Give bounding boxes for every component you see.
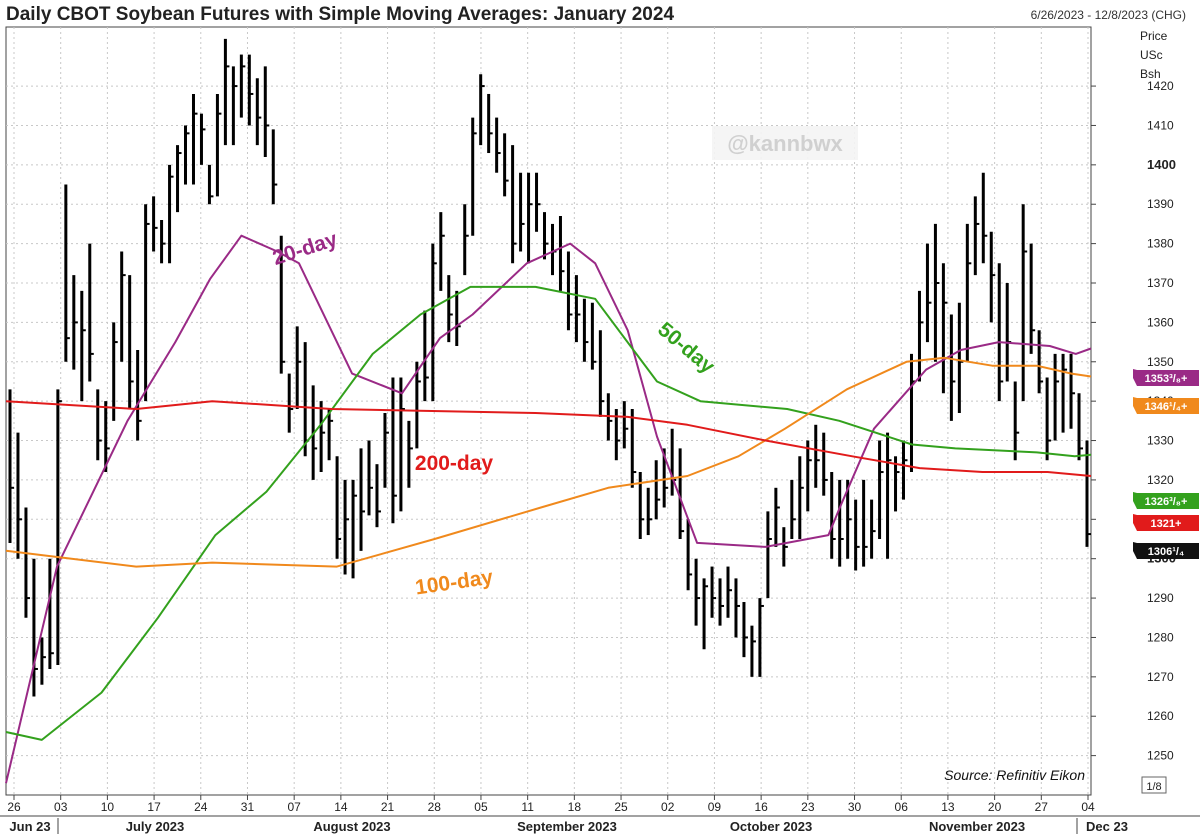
x-tick-label: 18 bbox=[568, 800, 582, 814]
annotation-200-day: 200-day bbox=[415, 452, 494, 475]
y-axis-title-line: Price bbox=[1140, 29, 1168, 43]
x-tick-label: 13 bbox=[941, 800, 955, 814]
x-tick-label: 21 bbox=[381, 800, 395, 814]
x-tick-label: 28 bbox=[428, 800, 442, 814]
x-month-label: November 2023 bbox=[929, 819, 1025, 834]
last-value-label: 1306¹/₄ bbox=[1148, 546, 1184, 558]
watermark-box bbox=[712, 126, 858, 160]
x-tick-label: 25 bbox=[614, 800, 628, 814]
last-value-label: 1326³/₈+ bbox=[1145, 496, 1188, 508]
x-month-label: Jun 23 bbox=[9, 819, 50, 834]
last-value-tag bbox=[1133, 397, 1199, 414]
x-month-label: October 2023 bbox=[730, 819, 812, 834]
scale-label: 1/8 bbox=[1146, 781, 1161, 793]
last-value-tag bbox=[1133, 369, 1199, 386]
y-tick-label: 1380 bbox=[1147, 237, 1174, 251]
last-value-tag bbox=[1133, 492, 1199, 509]
x-tick-label: 03 bbox=[54, 800, 68, 814]
x-tick-label: 26 bbox=[7, 800, 21, 814]
x-tick-label: 02 bbox=[661, 800, 675, 814]
ma-line-200-day bbox=[5, 400, 1092, 477]
x-tick-label: 07 bbox=[287, 800, 301, 814]
last-value-tag bbox=[1133, 514, 1199, 531]
x-tick-label: 11 bbox=[521, 800, 534, 814]
chart-title: Daily CBOT Soybean Futures with Simple M… bbox=[6, 4, 675, 25]
source-note: Source: Refinitiv Eikon bbox=[944, 767, 1085, 783]
plot-frame bbox=[5, 26, 1092, 796]
x-tick-label: 20 bbox=[988, 800, 1002, 814]
y-axis-title-line: USc bbox=[1140, 48, 1163, 62]
watermark-text: @kannbwx bbox=[727, 131, 843, 156]
date-range: 6/26/2023 - 12/8/2023 (CHG) bbox=[1030, 8, 1186, 22]
last-value-label: 1353³/₈+ bbox=[1145, 373, 1188, 385]
y-tick-label: 1250 bbox=[1147, 749, 1174, 763]
x-month-label: September 2023 bbox=[517, 819, 617, 834]
price-bars bbox=[8, 38, 1091, 697]
x-tick-label: 23 bbox=[801, 800, 815, 814]
y-tick-label: 1260 bbox=[1147, 709, 1174, 723]
x-tick-label: 24 bbox=[194, 800, 208, 814]
y-tick-label: 1270 bbox=[1147, 670, 1174, 684]
x-tick-label: 31 bbox=[241, 800, 255, 814]
y-tick-label: 1330 bbox=[1147, 434, 1174, 448]
last-value-label: 1321+ bbox=[1151, 518, 1182, 530]
ma-line-100-day bbox=[5, 356, 1092, 568]
x-month-label: July 2023 bbox=[126, 819, 185, 834]
y-tick-label: 1350 bbox=[1147, 355, 1174, 369]
x-month-label: Dec 23 bbox=[1086, 819, 1128, 834]
x-tick-label: 30 bbox=[848, 800, 862, 814]
y-tick-label: 1370 bbox=[1147, 276, 1174, 290]
y-tick-label: 1360 bbox=[1147, 315, 1174, 329]
y-tick-label: 1320 bbox=[1147, 473, 1174, 487]
x-tick-label: 16 bbox=[754, 800, 768, 814]
x-tick-label: 04 bbox=[1081, 800, 1095, 814]
y-tick-label: 1390 bbox=[1147, 197, 1174, 211]
last-value-tag bbox=[1133, 542, 1199, 559]
y-tick-label: 1290 bbox=[1147, 591, 1174, 605]
x-tick-label: 06 bbox=[895, 800, 909, 814]
y-tick-label: 1280 bbox=[1147, 630, 1174, 644]
y-axis-title-line: Bsh bbox=[1140, 67, 1161, 81]
x-tick-label: 10 bbox=[101, 800, 115, 814]
x-tick-label: 27 bbox=[1035, 800, 1049, 814]
x-tick-label: 14 bbox=[334, 800, 348, 814]
scale-box bbox=[1141, 776, 1167, 794]
x-tick-label: 09 bbox=[708, 800, 722, 814]
last-value-label: 1346¹/₄+ bbox=[1145, 401, 1188, 413]
ma-line-20-day bbox=[5, 234, 1092, 784]
grid-lines bbox=[6, 27, 1091, 795]
y-tick-label: 1400 bbox=[1147, 157, 1176, 172]
x-tick-label: 05 bbox=[474, 800, 488, 814]
y-tick-label: 1420 bbox=[1147, 79, 1174, 93]
ma-line-50-day bbox=[5, 285, 1092, 741]
y-tick-label: 1410 bbox=[1147, 118, 1174, 132]
x-tick-label: 17 bbox=[147, 800, 161, 814]
x-month-label: August 2023 bbox=[313, 819, 390, 834]
